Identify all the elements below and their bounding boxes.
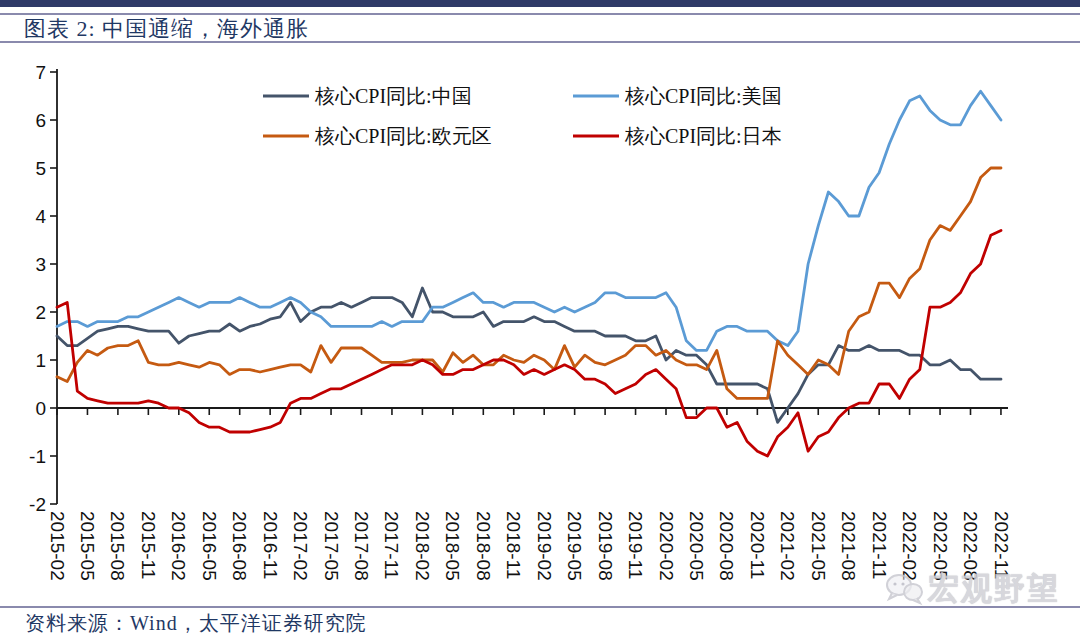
x-axis-tick-label: 2017-05	[321, 511, 342, 581]
x-axis-tick-label: 2021-08	[838, 511, 859, 581]
x-axis-tick-label: 2019-05	[564, 511, 585, 581]
x-axis-tick-label: 2020-08	[716, 511, 737, 581]
x-axis-tick-label: 2016-05	[199, 511, 220, 581]
x-axis-tick-label: 2017-11	[381, 511, 402, 579]
series-line-japan	[57, 230, 1001, 456]
x-axis-tick-label: 2020-05	[686, 511, 707, 581]
y-axis-tick-label: -1	[29, 446, 46, 467]
y-axis-tick-label: 7	[35, 62, 46, 83]
x-axis-tick-label: 2021-02	[777, 511, 798, 581]
x-axis-tick-label: 2016-02	[168, 511, 189, 581]
watermark-text: 宏观野望	[928, 568, 1060, 610]
legend-label-eurozone: 核心CPI同比:欧元区	[314, 125, 492, 147]
source-note: 资料来源：Wind，太平洋证券研究院	[25, 610, 367, 637]
x-axis-tick-label: 2015-05	[77, 511, 98, 581]
y-axis-tick-label: 5	[35, 158, 46, 179]
x-axis-tick-label: 2018-11	[503, 511, 524, 579]
watermark: 宏观野望	[884, 568, 1060, 610]
x-axis-tick-label: 2018-08	[473, 511, 494, 581]
series-line-us	[57, 91, 1001, 350]
report-figure-page: 图表 2: 中国通缩，海外通胀 76543210-1-22015-022015-…	[0, 0, 1080, 641]
y-axis-tick-label: 0	[35, 398, 46, 419]
x-axis-tick-label: 2019-08	[595, 511, 616, 581]
x-axis-tick-label: 2020-11	[747, 511, 768, 579]
x-axis-tick-label: 2020-02	[656, 511, 677, 581]
series-line-eurozone	[57, 168, 1001, 398]
x-axis-tick-label: 2018-02	[412, 511, 433, 581]
y-axis-tick-label: -2	[29, 494, 46, 515]
y-axis-tick-label: 2	[35, 302, 46, 323]
core-cpi-line-chart: 7 6 5 4 3 2 1 0 -1 -22015-02 2015-05 2015-08 2015-11…	[0, 0, 1080, 641]
y-axis-tick-label: 1	[35, 350, 46, 371]
x-axis-tick-label: 2021-05	[808, 511, 829, 581]
x-axis-tick-label: 2015-02	[47, 511, 68, 581]
x-axis-tick-label: 2019-11	[625, 511, 646, 579]
legend-label-us: 核心CPI同比:美国	[624, 85, 782, 107]
x-axis-tick-label: 2015-08	[107, 511, 128, 581]
x-axis-tick-label: 2019-02	[534, 511, 555, 581]
x-axis-tick-label: 2017-02	[290, 511, 311, 581]
footer-rule	[0, 606, 1080, 608]
x-axis-tick-label: 2017-08	[351, 511, 372, 581]
x-axis-tick-label: 2016-11	[260, 511, 281, 579]
x-axis-tick-label: 2015-11	[138, 511, 159, 579]
legend-label-china: 核心CPI同比:中国	[314, 85, 472, 107]
y-axis-tick-label: 4	[35, 206, 46, 227]
y-axis-tick-label: 6	[35, 110, 46, 131]
x-axis-tick-label: 2016-08	[229, 511, 250, 581]
legend-label-japan: 核心CPI同比:日本	[624, 125, 782, 147]
wechat-icon	[884, 571, 924, 607]
y-axis-tick-label: 3	[35, 254, 46, 275]
x-axis-tick-label: 2018-05	[442, 511, 463, 581]
